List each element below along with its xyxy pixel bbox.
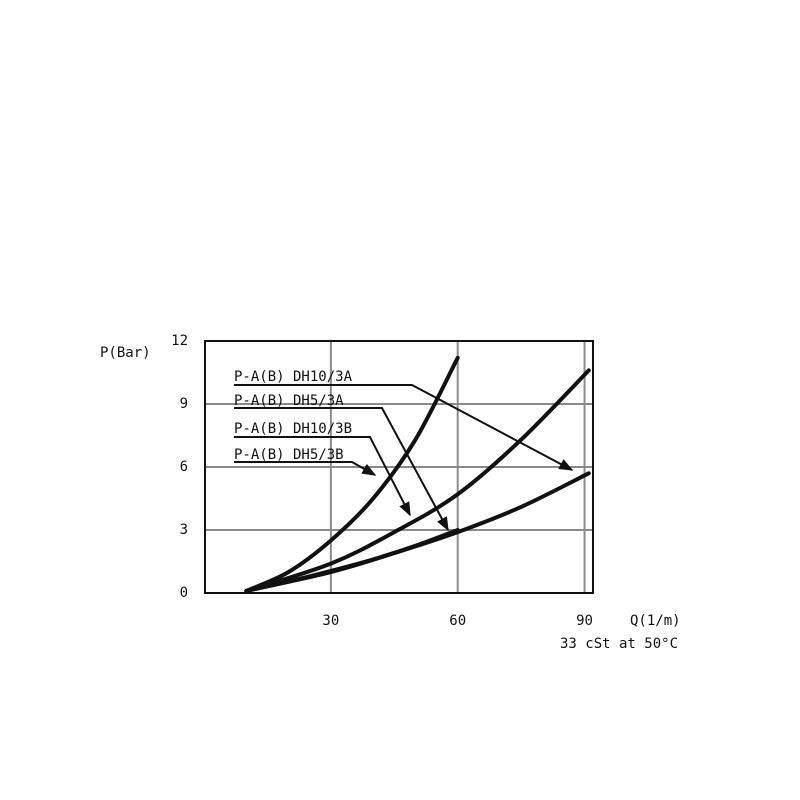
curve	[244, 368, 591, 593]
y-axis-label: P(Bar)	[100, 345, 151, 361]
y-tick-label: 9	[180, 396, 188, 412]
callout-line	[234, 436, 411, 517]
callout-line	[234, 461, 377, 476]
callout-line	[234, 407, 449, 532]
y-tick-label: 12	[171, 333, 188, 349]
callout-line	[234, 384, 574, 471]
plot-frame	[204, 340, 594, 594]
legend-label: P-A(B) DH10/3B	[234, 421, 352, 437]
curve	[244, 528, 460, 593]
y-tick-label: 0	[180, 585, 188, 601]
x-tick-label: 60	[449, 613, 466, 629]
y-tick-label: 3	[180, 522, 188, 538]
x-axis-label: Q(1/m)	[630, 613, 681, 629]
curve-layer	[244, 355, 591, 593]
y-tick-label: 6	[180, 459, 188, 475]
legend-label: P-A(B) DH10/3A	[234, 369, 353, 385]
x-tick-label: 30	[322, 613, 339, 629]
curve	[244, 355, 460, 593]
x-tick-label: 90	[576, 613, 593, 629]
callouts: P-A(B) DH10/3A P-A(B) DH5/3A P-A(B) DH10…	[234, 369, 574, 532]
note: 33 cSt at 50°C	[560, 636, 678, 652]
legend-label: P-A(B) DH5/3A	[234, 393, 344, 409]
legend-label: P-A(B) DH5/3B	[234, 447, 344, 463]
